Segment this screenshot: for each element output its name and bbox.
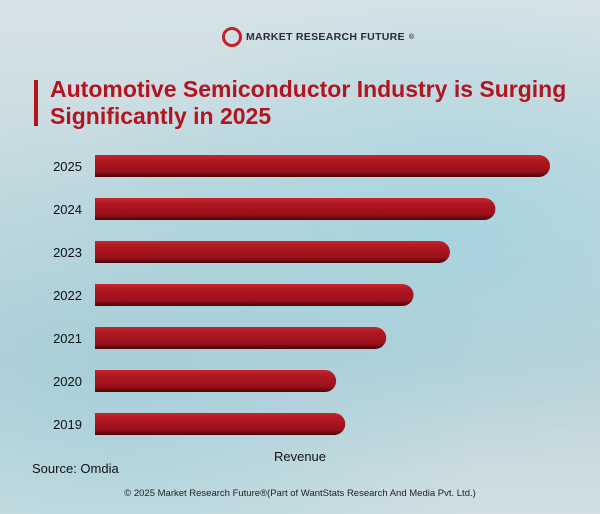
- bar-2025: [95, 155, 550, 177]
- y-tick-label: 2020: [53, 374, 82, 389]
- y-tick-label: 2024: [53, 202, 82, 217]
- bar-2021: [95, 327, 387, 349]
- bar-2019: [95, 413, 346, 435]
- bar-2022: [95, 284, 414, 306]
- x-axis-label: Revenue: [274, 449, 326, 464]
- y-tick-label: 2021: [53, 331, 82, 346]
- brand-name: MARKET RESEARCH FUTURE: [246, 31, 405, 43]
- bar-2024: [95, 198, 496, 220]
- registered-mark: ®: [408, 33, 415, 41]
- bar-2020: [95, 370, 337, 392]
- y-tick-label: 2019: [53, 417, 82, 432]
- y-tick-label: 2023: [53, 245, 82, 260]
- copyright-footer: © 2025 Market Research Future®(Part of W…: [124, 488, 476, 499]
- chart-title: Automotive Semiconductor Industry is Sur…: [50, 76, 567, 129]
- brand-logo: MARKET RESEARCH FUTURE ®: [222, 27, 414, 47]
- y-tick-label: 2022: [53, 288, 82, 303]
- logo-icon: [222, 27, 242, 47]
- bar-2023: [95, 241, 450, 263]
- y-tick-label: 2025: [53, 159, 82, 174]
- source-note: Source: Omdia: [32, 461, 119, 476]
- title-accent: [34, 80, 38, 126]
